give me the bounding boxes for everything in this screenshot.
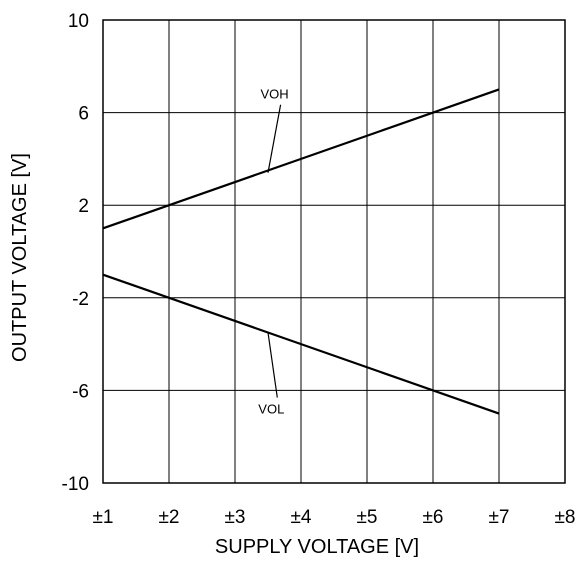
x-axis-title: SUPPLY VOLTAGE [V] bbox=[215, 536, 419, 558]
x-tick-label: ±8 bbox=[555, 507, 576, 528]
y-tick-label: 10 bbox=[68, 11, 89, 32]
series-group: VOH VOL bbox=[102, 87, 500, 417]
y-tick-label: 6 bbox=[78, 104, 89, 125]
y-tick-label: -6 bbox=[72, 381, 89, 402]
x-tick-label: ±7 bbox=[489, 507, 510, 528]
x-tick-label: ±2 bbox=[159, 507, 180, 528]
grid bbox=[103, 20, 565, 483]
x-tick-label: ±4 bbox=[291, 507, 312, 528]
series-label-voh: VOH bbox=[261, 87, 289, 102]
leader-line-vol bbox=[267, 332, 278, 398]
series-label-vol: VOL bbox=[258, 402, 284, 417]
x-tick-label: ±1 bbox=[93, 507, 114, 528]
y-tick-label: -10 bbox=[62, 474, 89, 495]
y-axis-title: OUTPUT VOLTAGE [V] bbox=[9, 153, 31, 362]
x-tick-label: ±3 bbox=[225, 507, 246, 528]
leader-line-voh bbox=[267, 104, 282, 173]
series-line-vol bbox=[102, 273, 500, 415]
x-tick-labels: ±1 ±2 ±3 ±4 ±5 ±6 ±7 ±8 bbox=[93, 507, 576, 528]
y-tick-labels: 10 6 2 -2 -6 -10 bbox=[62, 11, 89, 495]
y-tick-label: -2 bbox=[72, 289, 89, 310]
series-line-voh bbox=[102, 88, 500, 230]
x-tick-label: ±5 bbox=[357, 507, 378, 528]
x-tick-label: ±6 bbox=[423, 507, 444, 528]
y-tick-label: 2 bbox=[78, 196, 89, 217]
plot-frame bbox=[102, 19, 566, 484]
